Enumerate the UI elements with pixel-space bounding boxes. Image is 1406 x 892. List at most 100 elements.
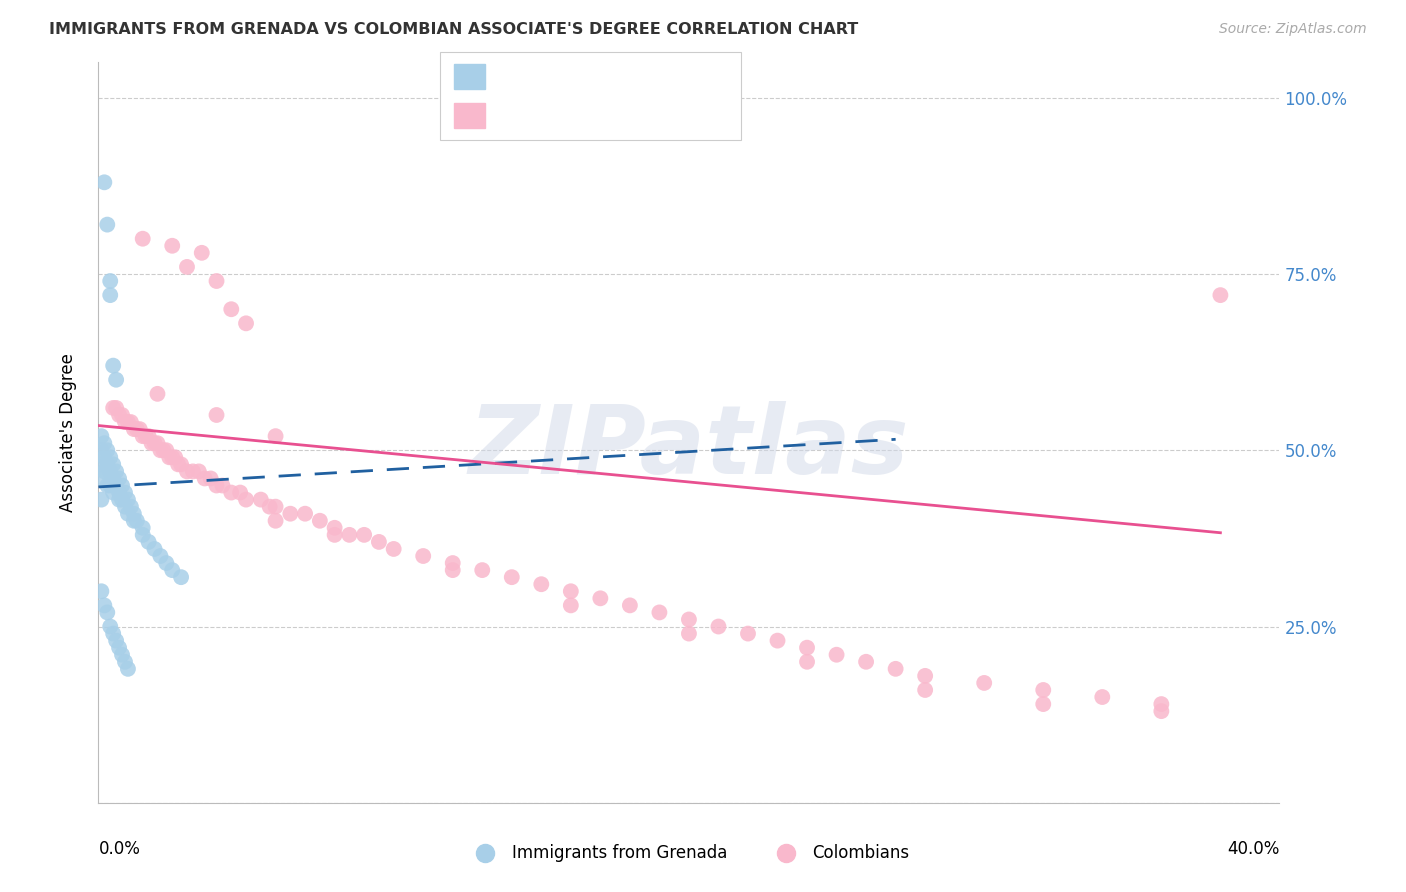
Point (132, 232, 155, 246)
Point (149, 443, 172, 458)
Point (766, 633, 789, 648)
Point (93, 464, 115, 478)
Point (98, 619, 121, 633)
Point (194, 471, 217, 485)
Text: 0.0%: 0.0% (98, 840, 141, 858)
Point (167, 458, 190, 472)
Point (264, 514, 287, 528)
Text: R = -0.200   N = 87: R = -0.200 N = 87 (495, 106, 658, 124)
Point (98, 464, 121, 478)
Point (146, 387, 169, 401)
Point (155, 556, 177, 570)
Point (105, 464, 128, 478)
Point (205, 408, 228, 422)
Point (111, 478, 134, 492)
Text: IMMIGRANTS FROM GRENADA VS COLOMBIAN ASSOCIATE'S DEGREE CORRELATION CHART: IMMIGRANTS FROM GRENADA VS COLOMBIAN ASS… (49, 22, 859, 37)
Point (125, 514, 148, 528)
Point (149, 549, 172, 563)
Point (280, 507, 302, 521)
Point (501, 570, 523, 584)
Point (412, 549, 434, 563)
Point (589, 591, 612, 606)
Point (125, 422, 148, 436)
Point (560, 599, 582, 613)
Point (200, 471, 222, 485)
Point (103, 485, 125, 500)
Point (678, 626, 700, 640)
Point (1032, 683, 1054, 698)
Point (132, 521, 155, 535)
Point (93, 450, 115, 465)
Point (441, 556, 464, 570)
Point (122, 507, 145, 521)
Point (235, 492, 257, 507)
Point (914, 683, 936, 698)
Point (103, 471, 125, 485)
Point (98, 478, 121, 492)
Point (114, 415, 136, 429)
Point (221, 485, 243, 500)
Point (143, 541, 166, 556)
Point (1150, 704, 1173, 718)
Text: ZIPatlas: ZIPatlas (468, 401, 910, 494)
Point (707, 619, 730, 633)
Point (264, 429, 287, 443)
Point (353, 528, 375, 542)
Point (96, 443, 118, 458)
Point (108, 492, 131, 507)
Point (90, 458, 112, 472)
Point (108, 471, 131, 485)
Point (117, 492, 139, 507)
Point (165, 450, 187, 465)
Point (108, 408, 131, 422)
Point (1209, 288, 1232, 302)
Point (132, 429, 155, 443)
Legend: Immigrants from Grenada, Colombians: Immigrants from Grenada, Colombians (461, 838, 917, 869)
Point (176, 464, 198, 478)
Point (98, 450, 121, 465)
Point (141, 436, 163, 450)
Point (309, 514, 332, 528)
Point (111, 492, 134, 507)
Point (120, 415, 142, 429)
Point (96, 218, 118, 232)
Point (117, 662, 139, 676)
Point (96, 478, 118, 492)
Point (259, 500, 281, 514)
Point (170, 458, 193, 472)
Point (96, 458, 118, 472)
Point (796, 655, 818, 669)
Point (114, 485, 136, 500)
Text: 40.0%: 40.0% (1227, 840, 1279, 858)
Point (122, 514, 145, 528)
Point (205, 478, 228, 492)
Point (294, 507, 316, 521)
Point (96, 606, 118, 620)
Point (90, 492, 112, 507)
Point (530, 577, 553, 591)
Point (211, 478, 233, 492)
Point (235, 316, 257, 330)
Text: Source: ZipAtlas.com: Source: ZipAtlas.com (1219, 22, 1367, 37)
Point (103, 626, 125, 640)
Point (152, 443, 174, 458)
Point (98, 274, 121, 288)
Point (128, 422, 150, 436)
Point (111, 408, 134, 422)
Point (648, 606, 671, 620)
Point (132, 528, 155, 542)
Point (93, 175, 115, 189)
Point (796, 640, 818, 655)
Point (111, 648, 134, 662)
Point (117, 507, 139, 521)
Point (93, 599, 115, 613)
Point (90, 443, 112, 458)
Point (323, 528, 346, 542)
Point (187, 464, 209, 478)
Point (114, 655, 136, 669)
Point (103, 401, 125, 415)
Point (162, 239, 183, 253)
Y-axis label: Associate's Degree: Associate's Degree (59, 353, 77, 512)
Point (221, 302, 243, 317)
Point (176, 260, 198, 274)
